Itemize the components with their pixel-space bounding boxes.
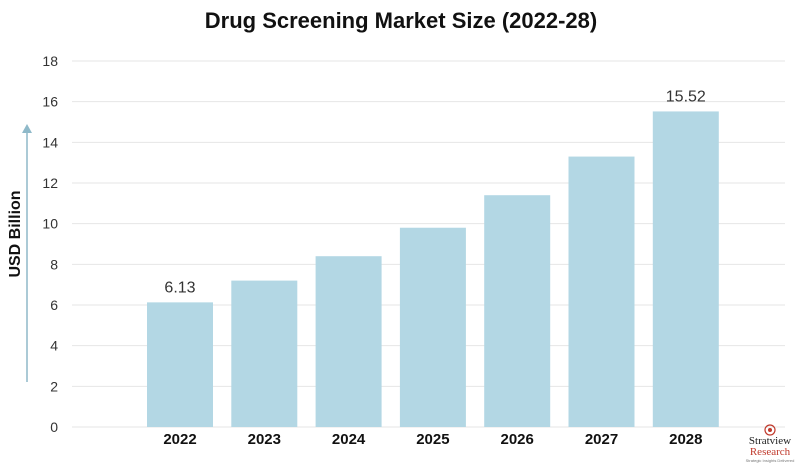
- y-tick-label: 8: [50, 256, 58, 272]
- chart-title: Drug Screening Market Size (2022-28): [204, 8, 598, 33]
- y-tick-label: 16: [42, 94, 58, 110]
- y-tick-label: 0: [50, 419, 58, 435]
- x-tick-label: 2027: [585, 431, 618, 448]
- y-axis-arrow-head: [22, 124, 32, 133]
- y-tick-label: 4: [50, 338, 58, 354]
- x-tick-label: 2026: [501, 431, 534, 448]
- y-tick-label: 10: [42, 216, 58, 232]
- bar-2024: [315, 256, 382, 427]
- bar-2028: [652, 111, 719, 427]
- target-icon: [764, 424, 776, 436]
- y-tick-label: 2: [50, 378, 58, 394]
- data-label: 15.52: [666, 88, 706, 105]
- stratview-logo: Stratview Research Strategic Insights De…: [740, 424, 800, 463]
- logo-brand-suffix: Research: [749, 446, 791, 458]
- y-tick-label: 6: [50, 297, 58, 313]
- x-tick-label: 2022: [163, 431, 196, 448]
- x-tick-label: 2024: [332, 431, 366, 448]
- bar-2022: [147, 302, 213, 427]
- bar-2026: [484, 195, 551, 427]
- y-tick-label: 12: [42, 175, 58, 191]
- y-axis-title: USD Billion: [7, 190, 24, 277]
- x-tick-label: 2028: [669, 431, 702, 448]
- data-label: 6.13: [164, 279, 195, 296]
- y-tick-label: 18: [42, 53, 58, 69]
- x-tick-label: 2025: [416, 431, 449, 448]
- y-tick-label: 14: [42, 134, 58, 150]
- bar-2025: [399, 227, 466, 427]
- logo-brand: Stratview: [748, 435, 792, 447]
- bar-2027: [568, 156, 635, 428]
- bar-2023: [231, 280, 298, 427]
- x-tick-label: 2023: [248, 431, 281, 448]
